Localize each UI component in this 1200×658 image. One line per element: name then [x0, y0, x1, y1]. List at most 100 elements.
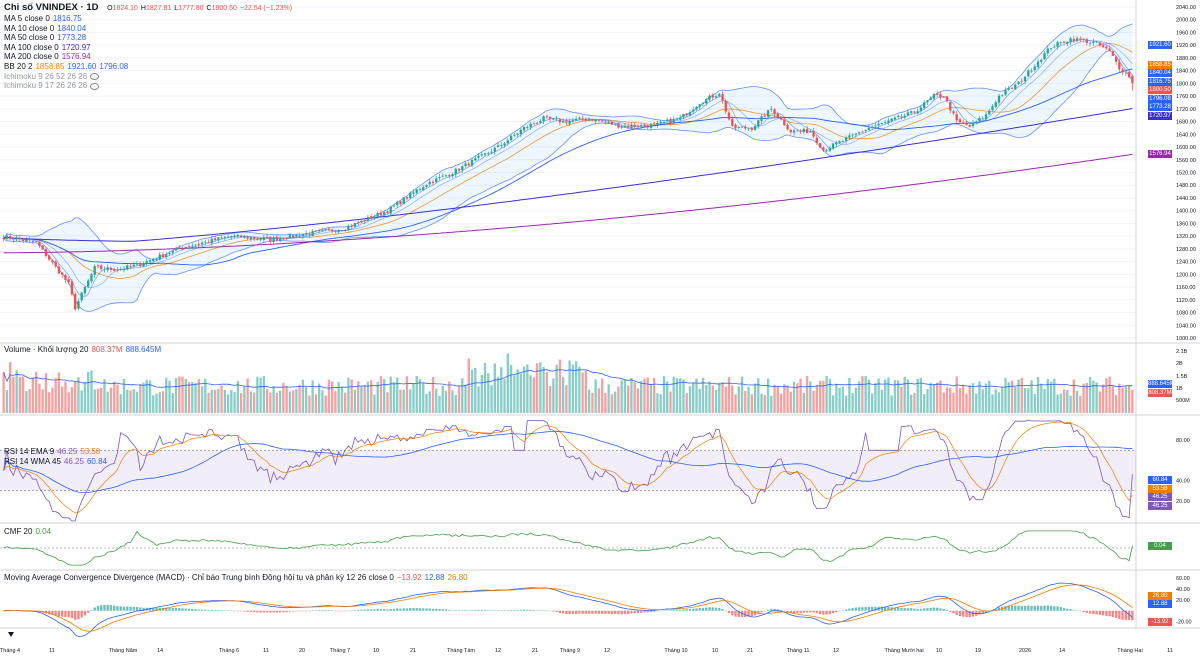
volume-bar [405, 376, 409, 413]
volume-bar [766, 378, 770, 413]
macd-hist-bar [431, 608, 435, 611]
volume-bar [708, 381, 711, 413]
macd-hist-bar [688, 609, 692, 611]
volume-bar [893, 380, 897, 413]
cmf-legend[interactable]: CMF 20 0.04 [4, 527, 51, 537]
volume-bar [278, 390, 282, 413]
macd-hist-bar [360, 609, 363, 611]
volume-bar [568, 360, 571, 413]
axis-value-tag: 1796.08 [1148, 94, 1172, 103]
macd-hist-bar [672, 610, 675, 611]
indicator-label: MA 10 close 0 [4, 23, 55, 33]
candle-body [838, 141, 841, 143]
macd-hist-bar [643, 610, 646, 613]
macd-hist-bar [627, 610, 630, 614]
candle-body [353, 223, 357, 227]
volume-bar [379, 376, 383, 413]
indicator-legend-row[interactable]: MA 50 close 0 1773.28 [4, 33, 86, 43]
candle-body [64, 274, 67, 280]
candle-body [1062, 41, 1066, 43]
indicator-legend-row[interactable]: MA 200 close 0 1576.94 [4, 52, 91, 62]
macd-hist-bar [129, 606, 132, 611]
candle-body [701, 103, 705, 104]
macd-hist-bar [350, 610, 353, 612]
time-tick-label: Tháng Mười hai [884, 648, 923, 654]
macd-legend[interactable]: Moving Average Convergence Divergence (M… [4, 573, 468, 583]
candle-body [903, 115, 906, 118]
volume-bar [18, 376, 22, 413]
candle-body [623, 126, 627, 127]
macd-hist-bar [330, 610, 334, 611]
time-tick-label: 10 [936, 648, 942, 654]
indicator-legend-row[interactable]: Ichimoku 9 26 52 26 26 [4, 72, 100, 82]
volume-bar [337, 382, 340, 413]
visibility-eye-icon[interactable] [90, 72, 100, 80]
price-tick-label: 1120.00 [1176, 298, 1195, 304]
volume-bar [487, 373, 490, 413]
macd-hist-bar [396, 608, 399, 611]
volume-bar [669, 391, 672, 413]
ma50-line [3, 68, 1133, 266]
macd-hist-bar [1040, 605, 1043, 611]
candle-body [31, 241, 35, 242]
macd-hist-bar [116, 606, 119, 611]
macd-histogram [2, 604, 1134, 621]
macd-tick-label: 60.00 [1176, 576, 1190, 582]
indicator-legend-row[interactable]: MA 10 close 0 1840.04 [4, 24, 86, 34]
macd-hist-bar [874, 606, 877, 611]
candle-body [379, 212, 383, 216]
volume-bar [844, 395, 848, 413]
macd-hist-bar [1014, 605, 1017, 611]
indicator-legend-row[interactable]: Ichimoku 9 17 26 26 26 [4, 81, 100, 91]
candle-body [535, 122, 539, 124]
candle-body [984, 114, 988, 120]
macd-hist-bar [997, 607, 1001, 611]
candle-body [441, 175, 444, 177]
macd-hist-bar [226, 610, 230, 611]
candle-body [409, 192, 412, 198]
volume-bar [77, 377, 80, 413]
volume-bar [737, 386, 740, 413]
candle-body [883, 122, 887, 123]
macd-hist-bar [981, 610, 984, 614]
volume-bar [792, 381, 796, 413]
rsi-legend-row[interactable]: RSI 14 WMA 45 46.25 60.84 [4, 457, 107, 467]
pane-legend-value: 808.37M [91, 345, 123, 354]
price-tick-label: 1000.00 [1176, 336, 1196, 342]
candle-body [145, 261, 148, 264]
volume-bar [1046, 379, 1049, 413]
macd-hist-bar [978, 610, 981, 615]
volume-bar [509, 364, 513, 413]
candle-body [174, 247, 178, 251]
volume-bar [317, 383, 321, 413]
pane-legend-value: 53.58 [80, 447, 101, 456]
indicator-legend-row[interactable]: MA 100 close 0 1720.97 [4, 43, 91, 53]
candle-body [519, 129, 523, 135]
candle-body [278, 238, 282, 241]
volume-bar [1079, 395, 1082, 413]
indicator-legend-row[interactable]: BB 20 2 1858.85 1921.60 1796.08 [4, 62, 128, 72]
rsi-legend-row[interactable]: RSI 14 EMA 9 46.25 53.58 [4, 447, 100, 457]
candle-body [1023, 76, 1027, 82]
candle-body [1079, 38, 1082, 40]
volume-bar [321, 390, 324, 413]
price-tick-label: 1440.00 [1176, 196, 1196, 202]
volume-legend[interactable]: Volume · Khối lượng 20 808.37M 888.645M [4, 345, 161, 355]
axis-value-tag: 60.84 [1148, 476, 1172, 484]
volume-bar [734, 394, 737, 413]
symbol-title[interactable]: Chỉ số VNINDEX · 1D [4, 2, 99, 13]
macd-hist-bar [18, 610, 22, 612]
candle-body [672, 118, 675, 123]
visibility-eye-icon[interactable] [90, 82, 100, 90]
volume-bar [399, 389, 402, 413]
volume-bar [5, 390, 9, 413]
volume-bar [12, 376, 15, 413]
macd-hist-bar [171, 608, 174, 611]
volume-bar [113, 381, 116, 413]
macd-hist-bar [841, 610, 845, 611]
indicator-legend-row[interactable]: MA 5 close 0 1816.75 [4, 14, 82, 24]
candle-body [604, 121, 607, 123]
indicator-value: 1858.85 [35, 62, 65, 71]
candle-body [83, 287, 87, 294]
